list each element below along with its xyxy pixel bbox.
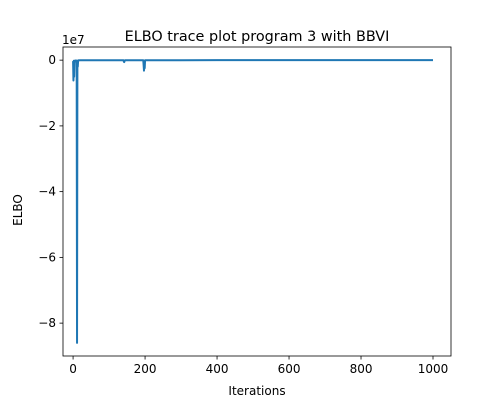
- chart-title: ELBO trace plot program 3 with BBVI: [125, 29, 390, 45]
- y-tick-label: −2: [38, 119, 56, 133]
- y-tick-label: −4: [38, 185, 56, 199]
- series-line-0: [72, 59, 433, 344]
- x-tick-label: 1000: [418, 362, 449, 376]
- x-tick-label: 200: [134, 362, 157, 376]
- x-tick-label: 800: [350, 362, 373, 376]
- x-axis-title: Iterations: [228, 384, 285, 398]
- plot-area: [72, 59, 433, 344]
- y-axis-ticks: 0 −2 −4 −6 −8: [38, 53, 63, 330]
- y-tick-label: −6: [38, 250, 56, 264]
- y-axis-title: ELBO: [11, 194, 25, 226]
- x-axis-ticks: 0 200 400 600 800 1000: [69, 356, 448, 376]
- y-tick-label: 0: [48, 53, 56, 67]
- y-tick-label: −8: [38, 316, 56, 330]
- axes-frame: [62, 46, 452, 357]
- y-axis-offset-label: 1e7: [62, 33, 85, 47]
- x-tick-label: 0: [69, 362, 77, 376]
- x-tick-label: 400: [206, 362, 229, 376]
- x-tick-label: 600: [278, 362, 301, 376]
